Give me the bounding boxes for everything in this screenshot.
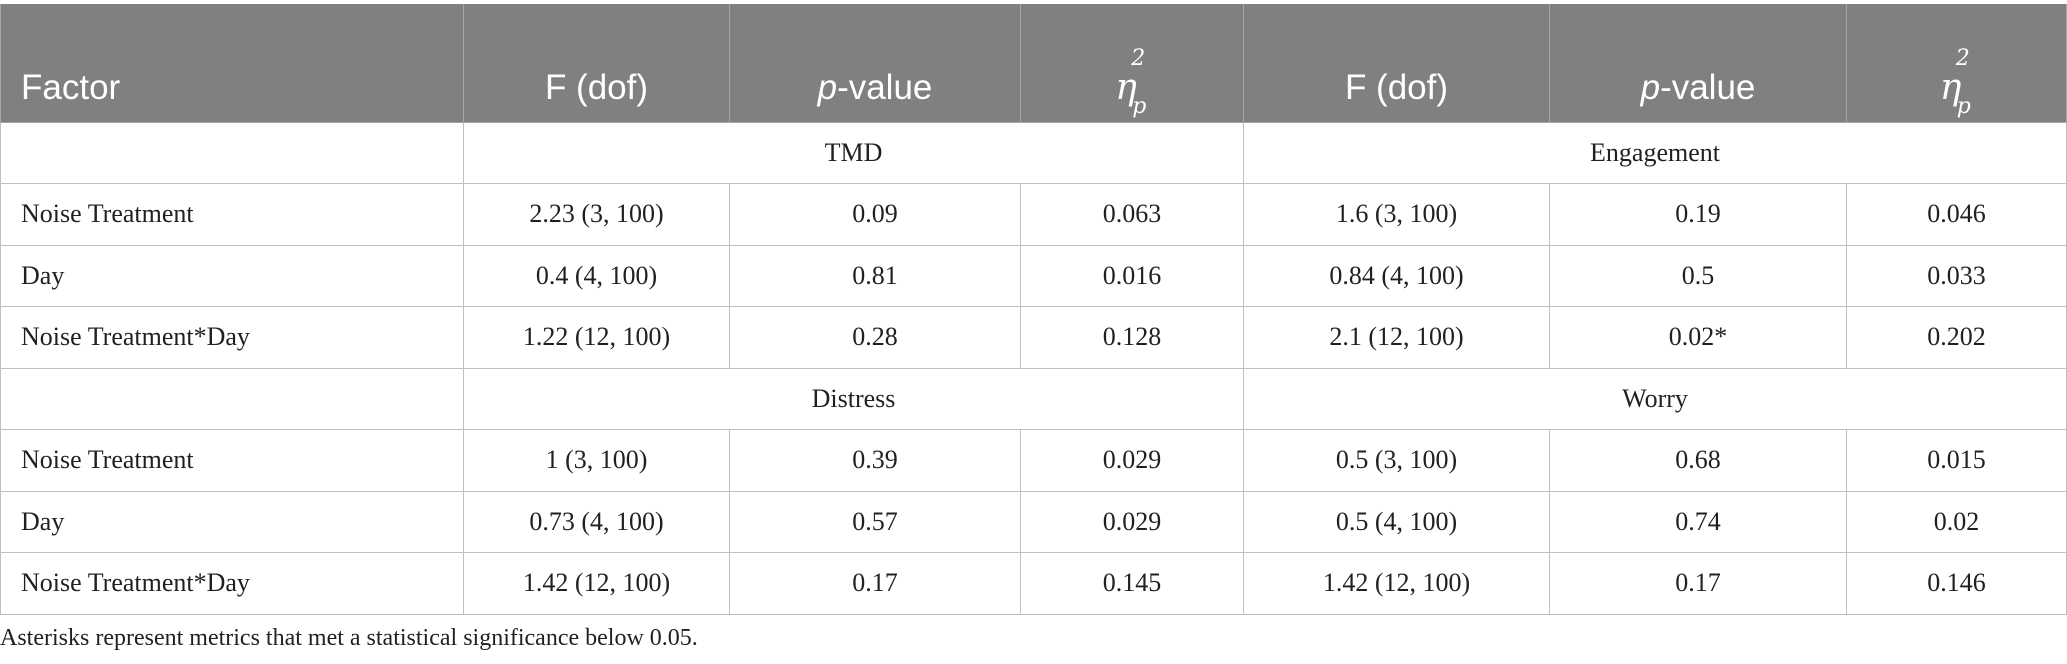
table-row: Noise Treatment 1 (3, 100) 0.39 0.029 0.… <box>0 429 2067 492</box>
group-empty-cell <box>0 367 464 430</box>
cell-f-dof: 0.84 (4, 100) <box>1243 244 1550 307</box>
row-factor: Noise Treatment <box>0 183 464 246</box>
header-f-dof-right: F (dof) <box>1243 4 1550 123</box>
table-row: Day 0.4 (4, 100) 0.81 0.016 0.84 (4, 100… <box>0 244 2067 307</box>
p-letter: p <box>1640 67 1661 107</box>
table-body: TMD Engagement Noise Treatment 2.23 (3, … <box>0 121 2067 615</box>
cell-p-value: 0.17 <box>1549 552 1847 615</box>
row-factor: Noise Treatment*Day <box>0 552 464 615</box>
cell-p-value: 0.57 <box>729 490 1021 553</box>
table-footnote: Asterisks represent metrics that met a s… <box>0 625 698 651</box>
group-label-left: Distress <box>463 367 1244 430</box>
table-row: Day 0.73 (4, 100) 0.57 0.029 0.5 (4, 100… <box>0 490 2067 553</box>
cell-eta: 0.046 <box>1846 183 2067 246</box>
row-factor: Day <box>0 490 464 553</box>
cell-eta: 0.029 <box>1020 429 1244 492</box>
group-label-left: TMD <box>463 121 1244 184</box>
table-row: Noise Treatment 2.23 (3, 100) 0.09 0.063… <box>0 183 2067 246</box>
group-label-right: Engagement <box>1243 121 2067 184</box>
cell-eta: 0.02 <box>1846 490 2067 553</box>
cell-f-dof: 0.73 (4, 100) <box>463 490 730 553</box>
cell-f-dof: 0.4 (4, 100) <box>463 244 730 307</box>
header-f-dof-left: F (dof) <box>463 4 730 123</box>
cell-f-dof: 0.5 (3, 100) <box>1243 429 1550 492</box>
cell-eta: 0.033 <box>1846 244 2067 307</box>
group-header-row: TMD Engagement <box>0 121 2067 184</box>
row-factor: Day <box>0 244 464 307</box>
cell-p-value: 0.81 <box>729 244 1021 307</box>
header-p-value-left: p-value <box>729 4 1021 123</box>
cell-eta: 0.015 <box>1846 429 2067 492</box>
cell-eta: 0.128 <box>1020 306 1244 369</box>
table-row: Noise Treatment*Day 1.42 (12, 100) 0.17 … <box>0 552 2067 615</box>
cell-p-value: 0.19 <box>1549 183 1847 246</box>
cell-f-dof: 1.6 (3, 100) <box>1243 183 1550 246</box>
cell-eta: 0.016 <box>1020 244 1244 307</box>
cell-f-dof: 0.5 (4, 100) <box>1243 490 1550 553</box>
cell-p-value: 0.74 <box>1549 490 1847 553</box>
group-header-row: Distress Worry <box>0 367 2067 430</box>
cell-p-value: 0.68 <box>1549 429 1847 492</box>
cell-eta: 0.145 <box>1020 552 1244 615</box>
cell-p-value: 0.02* <box>1549 306 1847 369</box>
cell-f-dof: 2.1 (12, 100) <box>1243 306 1550 369</box>
row-factor: Noise Treatment*Day <box>0 306 464 369</box>
cell-p-value: 0.39 <box>729 429 1021 492</box>
cell-eta: 0.202 <box>1846 306 2067 369</box>
cell-eta: 0.146 <box>1846 552 2067 615</box>
cell-p-value: 0.09 <box>729 183 1021 246</box>
cell-f-dof: 2.23 (3, 100) <box>463 183 730 246</box>
row-factor: Noise Treatment <box>0 429 464 492</box>
group-empty-cell <box>0 121 464 184</box>
cell-p-value: 0.28 <box>729 306 1021 369</box>
cell-p-value: 0.5 <box>1549 244 1847 307</box>
header-factor: Factor <box>0 4 464 123</box>
cell-f-dof: 1 (3, 100) <box>463 429 730 492</box>
cell-eta: 0.029 <box>1020 490 1244 553</box>
cell-eta: 0.063 <box>1020 183 1244 246</box>
p-rest: -value <box>1660 67 1756 107</box>
p-rest: -value <box>837 67 933 107</box>
p-letter: p <box>817 67 838 107</box>
cell-f-dof: 1.42 (12, 100) <box>463 552 730 615</box>
group-label-right: Worry <box>1243 367 2067 430</box>
cell-f-dof: 1.22 (12, 100) <box>463 306 730 369</box>
cell-p-value: 0.17 <box>729 552 1021 615</box>
table-row: Noise Treatment*Day 1.22 (12, 100) 0.28 … <box>0 306 2067 369</box>
cell-f-dof: 1.42 (12, 100) <box>1243 552 1550 615</box>
header-p-value-right: p-value <box>1549 4 1847 123</box>
